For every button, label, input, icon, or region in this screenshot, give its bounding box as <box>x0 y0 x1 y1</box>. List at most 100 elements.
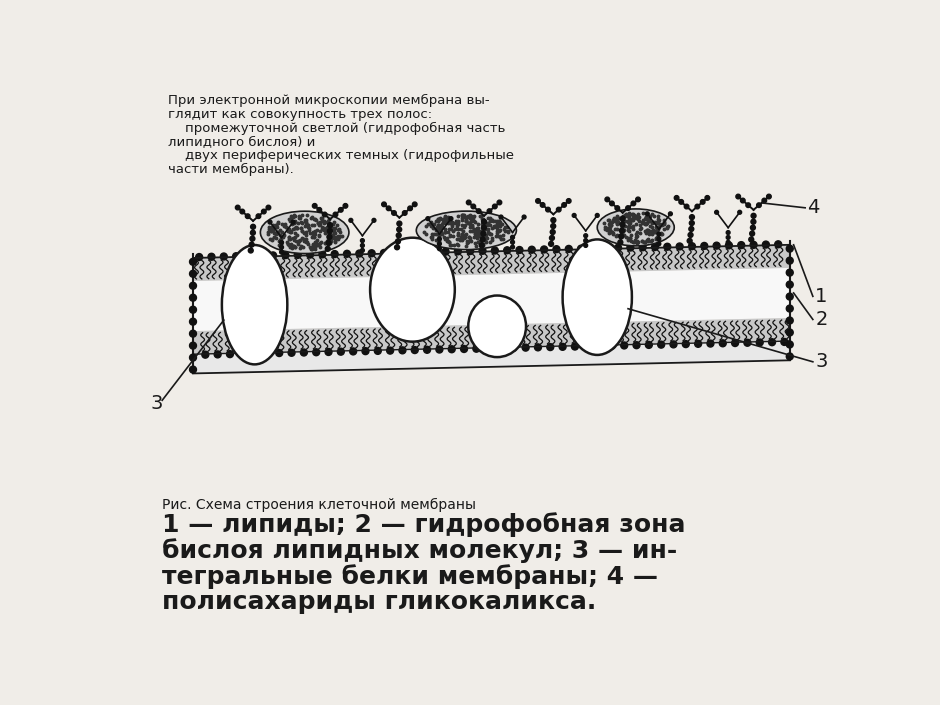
Circle shape <box>306 251 314 258</box>
Circle shape <box>727 240 730 244</box>
Circle shape <box>536 199 540 203</box>
Circle shape <box>449 216 453 221</box>
Circle shape <box>633 342 640 349</box>
Circle shape <box>381 250 387 257</box>
Circle shape <box>386 347 394 354</box>
Circle shape <box>605 197 610 202</box>
Circle shape <box>750 225 756 230</box>
Circle shape <box>651 243 658 250</box>
Circle shape <box>392 211 397 215</box>
Circle shape <box>319 251 326 258</box>
Circle shape <box>559 343 566 350</box>
Circle shape <box>190 366 196 373</box>
Circle shape <box>413 202 417 207</box>
Circle shape <box>610 201 614 206</box>
Circle shape <box>454 248 462 255</box>
Circle shape <box>480 237 485 242</box>
Circle shape <box>639 244 646 251</box>
Circle shape <box>327 228 333 233</box>
Circle shape <box>395 245 400 250</box>
Circle shape <box>437 237 441 241</box>
Circle shape <box>493 204 497 209</box>
Circle shape <box>322 212 327 217</box>
Circle shape <box>786 353 793 360</box>
Circle shape <box>291 220 295 224</box>
Circle shape <box>775 241 782 247</box>
Ellipse shape <box>563 240 632 355</box>
Circle shape <box>618 240 623 245</box>
Circle shape <box>467 247 474 255</box>
Circle shape <box>466 200 471 204</box>
Polygon shape <box>193 318 790 354</box>
Circle shape <box>408 206 413 211</box>
Circle shape <box>657 237 661 241</box>
Circle shape <box>757 339 763 346</box>
Circle shape <box>584 234 588 238</box>
Circle shape <box>325 246 330 251</box>
Text: бислоя липидных молекул; 3 — ин-: бислоя липидных молекул; 3 — ин- <box>163 538 678 563</box>
Circle shape <box>713 243 720 249</box>
Circle shape <box>386 206 391 211</box>
Text: промежуточной светлой (гидрофобная часть: промежуточной светлой (гидрофобная часть <box>167 121 505 135</box>
Circle shape <box>682 341 689 348</box>
Circle shape <box>393 250 399 256</box>
Circle shape <box>523 344 529 351</box>
Text: 2: 2 <box>815 310 827 329</box>
Circle shape <box>603 245 609 252</box>
Circle shape <box>374 348 382 355</box>
Circle shape <box>744 339 751 346</box>
Circle shape <box>396 239 400 244</box>
Circle shape <box>190 270 196 277</box>
Circle shape <box>227 350 233 357</box>
Circle shape <box>657 232 661 236</box>
Circle shape <box>349 219 352 222</box>
Circle shape <box>437 247 441 250</box>
Circle shape <box>705 195 710 200</box>
Ellipse shape <box>370 238 455 342</box>
Circle shape <box>202 351 209 358</box>
Circle shape <box>731 340 739 346</box>
Circle shape <box>214 351 221 358</box>
Circle shape <box>584 243 588 247</box>
Circle shape <box>399 347 406 354</box>
Circle shape <box>270 252 276 259</box>
Circle shape <box>190 354 196 361</box>
Circle shape <box>549 241 554 246</box>
Circle shape <box>540 202 545 207</box>
Circle shape <box>769 338 776 345</box>
Circle shape <box>670 341 677 348</box>
Circle shape <box>786 341 793 348</box>
Circle shape <box>615 245 621 251</box>
Circle shape <box>577 245 585 252</box>
Text: Рис. Схема строения клеточной мембраны: Рис. Схема строения клеточной мембраны <box>163 498 477 513</box>
Polygon shape <box>193 268 790 331</box>
Circle shape <box>250 231 256 235</box>
Circle shape <box>701 243 708 250</box>
Circle shape <box>590 245 597 252</box>
Circle shape <box>679 200 683 204</box>
Circle shape <box>540 246 548 253</box>
Circle shape <box>689 221 695 226</box>
Text: 3: 3 <box>815 352 827 372</box>
Circle shape <box>190 330 196 337</box>
Circle shape <box>331 250 338 257</box>
Ellipse shape <box>260 212 349 254</box>
Circle shape <box>251 224 256 229</box>
Circle shape <box>235 205 240 210</box>
Text: 3: 3 <box>150 394 163 413</box>
Circle shape <box>516 247 523 253</box>
Circle shape <box>325 348 332 355</box>
Circle shape <box>233 253 240 259</box>
Circle shape <box>635 197 640 202</box>
Text: полисахариды гликокаликса.: полисахариды гликокаликса. <box>163 591 597 615</box>
Circle shape <box>658 341 665 348</box>
Circle shape <box>196 254 203 260</box>
Circle shape <box>282 252 289 259</box>
Circle shape <box>509 345 517 351</box>
Circle shape <box>343 250 351 257</box>
Circle shape <box>535 344 541 351</box>
Circle shape <box>596 343 603 350</box>
Circle shape <box>360 243 365 247</box>
Circle shape <box>786 257 793 264</box>
Circle shape <box>481 231 486 236</box>
